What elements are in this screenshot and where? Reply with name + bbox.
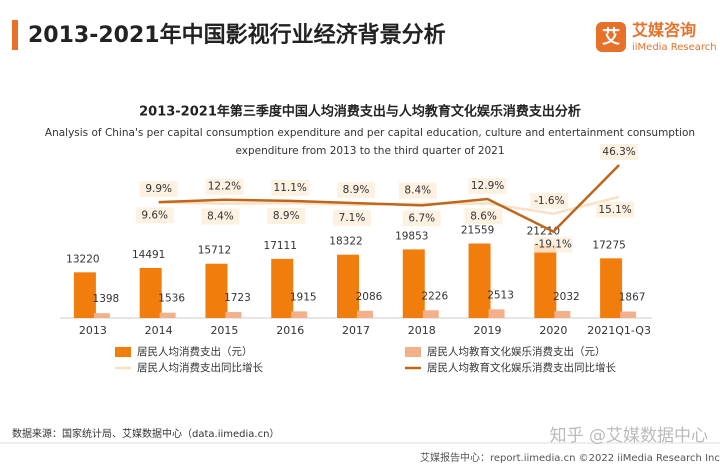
x-tick-label: 2015 <box>210 324 238 337</box>
line-label: 8.9% <box>343 184 370 196</box>
line-label: 6.7% <box>408 212 435 224</box>
bar-label: 18322 <box>329 236 362 248</box>
x-tick-label: 2018 <box>408 324 436 337</box>
bar-label: 1398 <box>93 293 120 305</box>
bar <box>422 310 439 318</box>
x-tick-label: 2019 <box>474 324 502 337</box>
label-box <box>402 210 441 227</box>
line-label: 8.4% <box>404 185 431 197</box>
label-box <box>596 201 635 218</box>
x-tick-label: 2016 <box>276 324 304 337</box>
line-label: 8.4% <box>207 211 234 223</box>
bar-label: 13220 <box>66 253 99 265</box>
line <box>158 164 621 234</box>
bar-label: 1867 <box>619 292 646 304</box>
logo-mark: 艾 <box>602 26 620 48</box>
logo-sub: iiMedia Research <box>632 42 717 53</box>
line-label: 8.9% <box>273 210 300 222</box>
label-box <box>139 181 178 198</box>
line-label: 11.1% <box>274 182 307 194</box>
line-label: -19.1% <box>535 239 572 251</box>
bar-label: 14491 <box>132 249 165 261</box>
bar-label: 2086 <box>356 291 383 303</box>
bar-label: 1536 <box>158 293 185 305</box>
x-tick-label: 2021Q1-Q3 <box>587 324 651 337</box>
bar <box>73 272 96 318</box>
bar <box>291 311 308 318</box>
label-box <box>468 178 507 195</box>
legend-label: 居民人均教育文化娱乐消费支出同比增长 <box>427 361 616 374</box>
bar <box>402 249 425 318</box>
line-label: 15.1% <box>598 204 631 216</box>
bar <box>534 244 557 318</box>
bar <box>600 258 623 318</box>
legend-swatch <box>115 347 131 357</box>
bar-label: 1915 <box>290 291 317 303</box>
bar <box>357 310 373 318</box>
page-title: 2013-2021年中国影视行业经济背景分析 <box>28 22 446 48</box>
bar-label: 2226 <box>421 290 448 302</box>
bar <box>139 267 162 318</box>
line-label: 9.6% <box>141 209 168 221</box>
bar-label: 17275 <box>592 239 625 251</box>
line-label: -1.6% <box>534 195 564 207</box>
line-label: 12.9% <box>471 180 504 192</box>
legend-swatch <box>405 347 421 357</box>
bar <box>271 258 294 318</box>
label-box <box>271 179 310 196</box>
label-box <box>201 208 240 225</box>
footer: 艾媒报告中心：report.iimedia.cn ©2022 iiMedia R… <box>420 451 720 464</box>
bar-label: 21210 <box>527 226 560 238</box>
label-box <box>337 182 375 199</box>
line-label: 7.1% <box>339 212 366 224</box>
bar-label: 1723 <box>224 292 251 304</box>
bar-label: 2032 <box>553 291 580 303</box>
watermark: 知乎 @艾媒数据中心 <box>550 426 708 446</box>
bar <box>205 263 228 318</box>
chart-subtitle: Analysis of China's per capital consumpt… <box>45 127 695 139</box>
bar-label: 19853 <box>395 230 428 242</box>
label-box <box>600 144 639 161</box>
chart-title: 2013-2021年第三季度中国人均消费支出与人均教育文化娱乐消费支出分析 <box>139 104 581 120</box>
bar-label: 17111 <box>264 240 297 252</box>
line-label: 8.6% <box>470 210 497 222</box>
x-tick-label: 2020 <box>539 324 567 337</box>
bar <box>620 311 637 318</box>
title-accent <box>12 20 18 50</box>
label-box <box>135 207 174 224</box>
bar-label: 2513 <box>487 289 514 301</box>
bar <box>468 243 491 318</box>
line-label: 9.9% <box>145 183 172 195</box>
source: 数据来源：国家统计局、艾媒数据中心（data.iimedia.cn） <box>12 427 279 440</box>
label-box <box>464 208 503 225</box>
legend-label: 居民人均消费支出同比增长 <box>137 361 263 374</box>
label-box <box>333 209 371 226</box>
line-label: 12.2% <box>208 181 241 193</box>
label-box <box>398 182 437 199</box>
label-box <box>534 236 573 253</box>
label-box <box>205 178 244 195</box>
legend-label: 居民人均教育文化娱乐消费支出（元） <box>427 345 606 358</box>
bar-label: 15712 <box>198 245 231 257</box>
logo-name: 艾媒咨询 <box>632 21 696 40</box>
label-box <box>267 208 306 225</box>
bar <box>554 310 571 318</box>
x-tick-label: 2014 <box>145 324 173 337</box>
x-tick-label: 2017 <box>342 324 370 337</box>
bar <box>225 312 242 318</box>
bar <box>159 312 176 318</box>
label-box <box>530 192 569 209</box>
x-tick-label: 2013 <box>79 324 107 337</box>
legend-label: 居民人均消费支出（元） <box>137 345 253 358</box>
line-label: 46.3% <box>602 146 635 158</box>
bar <box>93 313 110 318</box>
chart-subtitle: expenditure from 2013 to the third quart… <box>235 145 504 157</box>
bar <box>488 309 505 318</box>
logo-icon <box>596 22 626 52</box>
bar <box>337 254 359 318</box>
bar-label: 21559 <box>461 225 494 237</box>
